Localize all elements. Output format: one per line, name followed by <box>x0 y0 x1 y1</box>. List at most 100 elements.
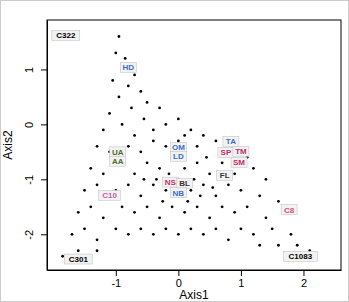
point <box>102 216 105 219</box>
point <box>233 211 236 214</box>
x-tick: 1 <box>238 270 244 289</box>
point <box>277 244 280 247</box>
point <box>146 161 149 164</box>
point <box>189 227 192 230</box>
point <box>183 167 186 170</box>
y-tick-mark <box>41 124 47 125</box>
point <box>133 211 136 214</box>
label-box <box>110 156 126 166</box>
x-axis: -1012 <box>48 270 342 289</box>
point <box>252 167 255 170</box>
x-tick-label: 1 <box>238 277 244 289</box>
label-box <box>64 254 92 264</box>
x-tick-mark <box>178 270 179 276</box>
label-box <box>223 136 239 146</box>
point <box>139 150 142 153</box>
point-label: C1083 <box>289 252 313 261</box>
point <box>168 172 171 175</box>
point <box>258 244 261 247</box>
point <box>214 139 217 142</box>
y-tick-label: -1 <box>23 175 35 185</box>
point-label: TA <box>226 137 236 146</box>
point <box>127 183 130 186</box>
point <box>83 189 86 192</box>
point <box>265 216 268 219</box>
label-box <box>233 146 249 156</box>
point <box>139 227 142 230</box>
point <box>127 85 130 88</box>
point <box>108 112 111 115</box>
point <box>77 211 80 214</box>
label-box <box>120 62 136 72</box>
point <box>102 128 105 131</box>
y-tick: 0 <box>23 122 47 128</box>
point <box>114 52 117 55</box>
point <box>196 205 199 208</box>
point <box>96 183 99 186</box>
point <box>227 238 230 241</box>
point <box>199 194 202 197</box>
point <box>196 145 199 148</box>
point <box>152 139 155 142</box>
point-label: LD <box>173 152 184 161</box>
point <box>127 145 130 148</box>
point <box>96 249 99 252</box>
point <box>233 172 236 175</box>
label-box <box>162 177 178 187</box>
x-axis-title: Axis1 <box>179 288 209 302</box>
point <box>96 145 99 148</box>
point <box>177 233 180 236</box>
point <box>186 200 189 203</box>
label-box <box>281 205 297 215</box>
point <box>139 194 142 197</box>
label-box <box>99 190 121 200</box>
point-label: FL <box>220 171 230 180</box>
point <box>208 172 211 175</box>
y-tick-label: 0 <box>23 122 35 128</box>
plot: -1012-2-101C322HDUAAAOMLDTASPTMSMFLNSBLN… <box>23 20 342 289</box>
point <box>240 189 243 192</box>
point-label: NB <box>173 189 185 198</box>
point <box>202 183 205 186</box>
point <box>77 249 80 252</box>
point <box>155 178 158 181</box>
point <box>221 205 224 208</box>
point <box>193 178 196 181</box>
point <box>164 227 167 230</box>
label-box <box>218 147 234 157</box>
points <box>61 35 311 258</box>
point <box>83 227 86 230</box>
y-tick: -2 <box>23 230 47 240</box>
label-box <box>217 170 233 180</box>
y-tick-mark <box>41 179 47 180</box>
y-tick-label: 1 <box>23 67 35 73</box>
point <box>158 216 161 219</box>
point <box>146 101 149 104</box>
point <box>133 74 136 77</box>
point <box>133 172 136 175</box>
point <box>152 128 155 131</box>
x-tick-label: 2 <box>301 277 307 289</box>
x-tick: 0 <box>176 270 182 289</box>
label-box <box>170 142 186 152</box>
point <box>214 194 217 197</box>
point-label: SP <box>221 148 232 157</box>
plot-frame <box>47 20 341 270</box>
y-tick-label: -2 <box>23 230 35 240</box>
point <box>183 211 186 214</box>
point <box>205 156 208 159</box>
point <box>208 216 211 219</box>
x-tick-mark <box>116 270 117 276</box>
point <box>121 123 124 126</box>
point <box>96 238 99 241</box>
point <box>118 35 121 38</box>
point-label: HD <box>123 63 135 72</box>
point <box>152 233 155 236</box>
point <box>152 183 155 186</box>
label-box <box>110 147 126 157</box>
point <box>102 172 105 175</box>
point <box>114 227 117 230</box>
point-label: C322 <box>56 31 76 40</box>
point <box>89 167 92 170</box>
point <box>271 227 274 230</box>
